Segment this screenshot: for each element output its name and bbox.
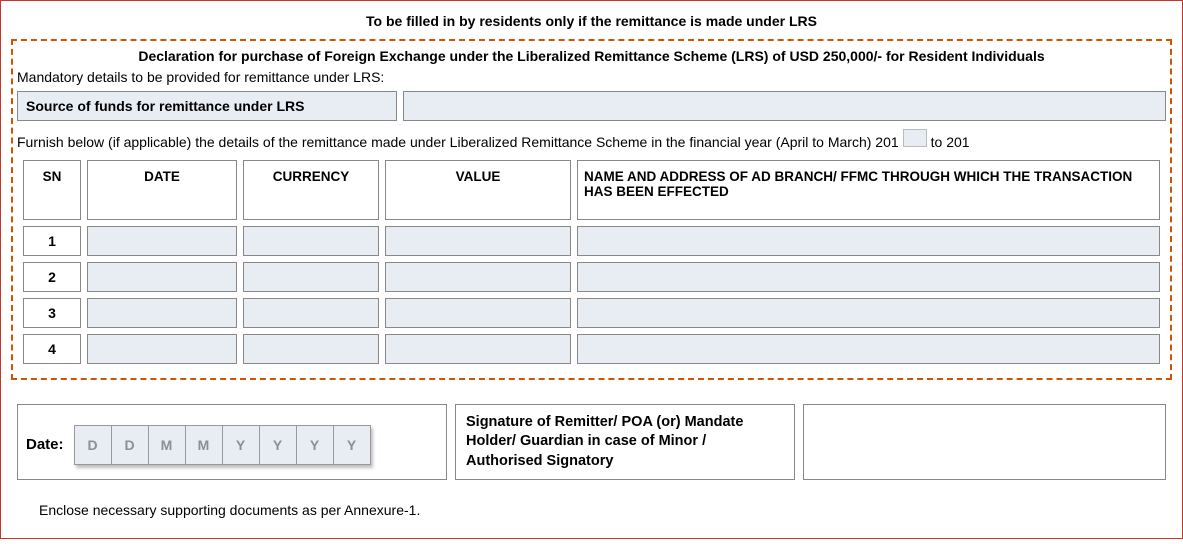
date-label: Date:	[26, 436, 68, 453]
source-of-funds-row: Source of funds for remittance under LRS	[17, 91, 1166, 121]
header-date: DATE	[87, 160, 237, 220]
date-digit-input[interactable]: Y	[222, 425, 260, 465]
date-digit-input[interactable]: Y	[296, 425, 334, 465]
table-row: 1	[23, 226, 1160, 256]
source-of-funds-input[interactable]	[403, 91, 1166, 121]
row-date-input[interactable]	[87, 298, 237, 328]
row-sn: 3	[23, 298, 81, 328]
row-value-input[interactable]	[385, 334, 571, 364]
row-currency-input[interactable]	[243, 226, 379, 256]
row-currency-input[interactable]	[243, 298, 379, 328]
row-date-input[interactable]	[87, 262, 237, 292]
annexure-note: Enclose necessary supporting documents a…	[11, 480, 1172, 518]
row-value-input[interactable]	[385, 298, 571, 328]
row-date-input[interactable]	[87, 334, 237, 364]
top-heading: To be filled in by residents only if the…	[11, 9, 1172, 39]
date-digit-input[interactable]: D	[74, 425, 112, 465]
row-value-input[interactable]	[385, 262, 571, 292]
source-of-funds-label: Source of funds for remittance under LRS	[17, 91, 397, 121]
row-value-input[interactable]	[385, 226, 571, 256]
table-row: 4	[23, 334, 1160, 364]
header-currency: CURRENCY	[243, 160, 379, 220]
row-currency-input[interactable]	[243, 334, 379, 364]
form-page: To be filled in by residents only if the…	[0, 0, 1183, 539]
row-sn: 4	[23, 334, 81, 364]
row-currency-input[interactable]	[243, 262, 379, 292]
row-bank-input[interactable]	[577, 334, 1160, 364]
signature-date-row: Date: D D M M Y Y Y Y Signature of Remit…	[11, 404, 1172, 481]
header-bank: NAME AND ADDRESS OF AD BRANCH/ FFMC THRO…	[577, 160, 1160, 220]
date-digit-input[interactable]: M	[185, 425, 223, 465]
date-digit-input[interactable]: M	[148, 425, 186, 465]
furnish-text-pre: Furnish below (if applicable) the detail…	[17, 134, 899, 150]
header-sn: SN	[23, 160, 81, 220]
signature-space[interactable]	[803, 404, 1166, 481]
row-bank-input[interactable]	[577, 262, 1160, 292]
declaration-heading: Declaration for purchase of Foreign Exch…	[17, 45, 1166, 69]
date-cells: D D M M Y Y Y Y	[74, 425, 371, 465]
table-row: 2	[23, 262, 1160, 292]
furnish-text-mid: to 201	[931, 134, 970, 150]
furnish-instruction: Furnish below (if applicable) the detail…	[17, 125, 1166, 152]
date-digit-input[interactable]: Y	[259, 425, 297, 465]
date-digit-input[interactable]: Y	[333, 425, 371, 465]
row-sn: 1	[23, 226, 81, 256]
row-sn: 2	[23, 262, 81, 292]
date-digit-input[interactable]: D	[111, 425, 149, 465]
financial-year-from-input[interactable]	[903, 129, 927, 147]
date-box: Date: D D M M Y Y Y Y	[17, 404, 447, 481]
row-bank-input[interactable]	[577, 226, 1160, 256]
table-header-row: SN DATE CURRENCY VALUE NAME AND ADDRESS …	[23, 160, 1160, 220]
row-date-input[interactable]	[87, 226, 237, 256]
row-bank-input[interactable]	[577, 298, 1160, 328]
signature-label: Signature of Remitter/ POA (or) Mandate …	[455, 404, 795, 481]
header-value: VALUE	[385, 160, 571, 220]
lrs-remittance-table: SN DATE CURRENCY VALUE NAME AND ADDRESS …	[17, 154, 1166, 370]
table-row: 3	[23, 298, 1160, 328]
lrs-declaration-section: Declaration for purchase of Foreign Exch…	[11, 39, 1172, 380]
mandatory-text: Mandatory details to be provided for rem…	[17, 69, 1166, 91]
